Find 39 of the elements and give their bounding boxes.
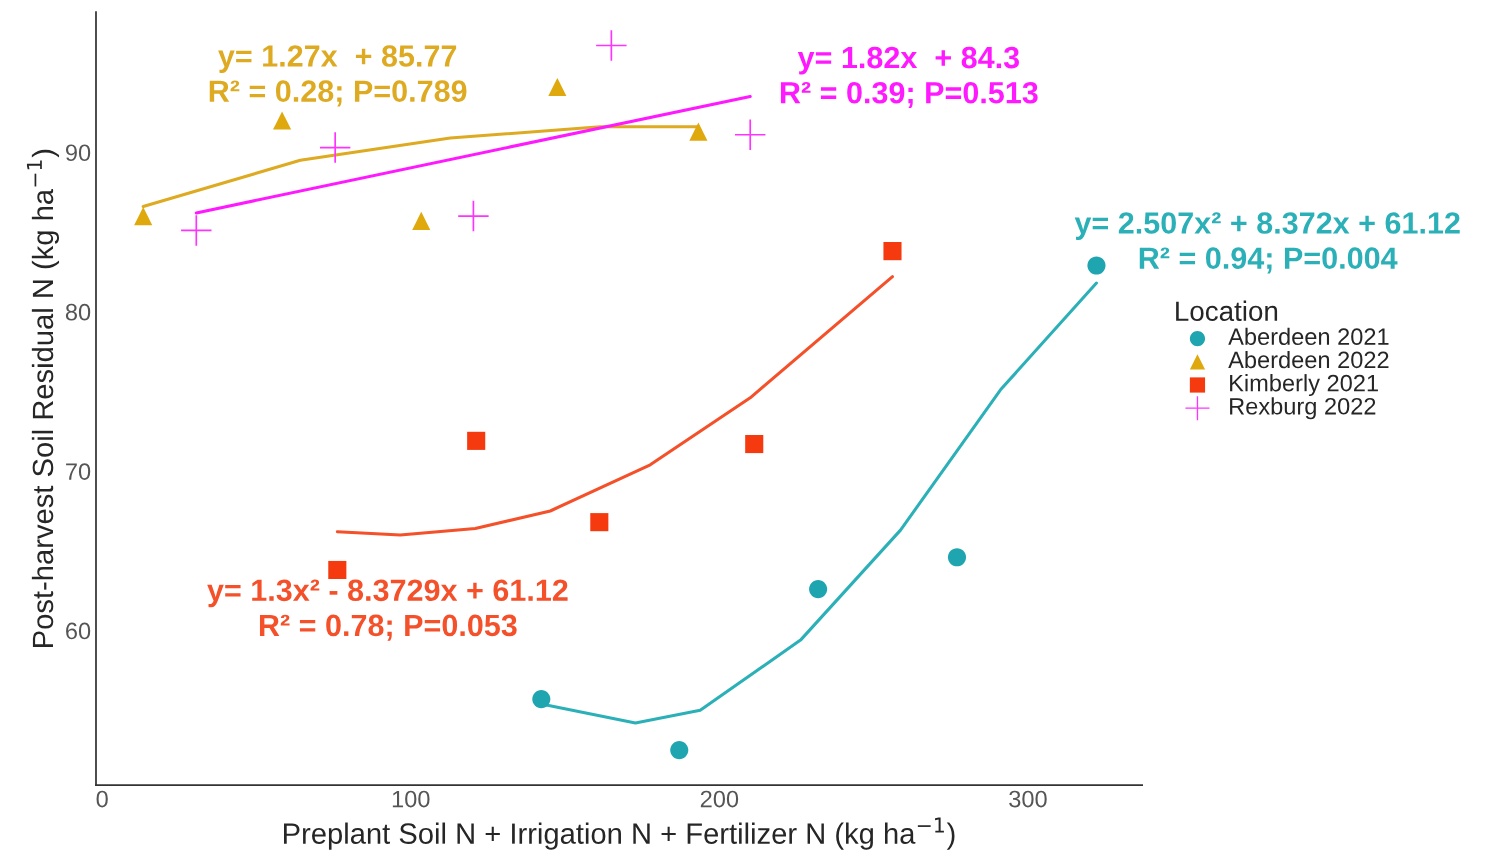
point xyxy=(548,77,567,97)
legend-label: Aberdeen 2021 xyxy=(1228,327,1389,346)
x-tick-label: 0 xyxy=(96,790,108,808)
y-tick-label: 60 xyxy=(66,622,91,640)
legend-label: Rexburg 2022 xyxy=(1230,397,1376,420)
x-axis-title: Preplant Soil N + Irrigation N + Fertilizer N (kg ha$^{−1}$) xyxy=(284,817,955,850)
legend-title: Location xyxy=(1176,300,1278,322)
point xyxy=(328,560,347,580)
point xyxy=(273,111,292,130)
point xyxy=(735,119,766,150)
line-series xyxy=(335,275,895,537)
annotation: y= 2.507x² + 8.372x + 61.12 R² = 0.94; P=0.004 xyxy=(1074,212,1460,274)
annotation: y= 1.82x + 84.3 R² = 0.39; P=0.513 xyxy=(780,46,1038,108)
point xyxy=(947,548,967,567)
point xyxy=(412,211,431,230)
point xyxy=(134,207,153,226)
y-tick-label: 90 xyxy=(65,144,91,162)
point xyxy=(319,132,351,163)
point xyxy=(670,741,689,760)
annotation: y= 1.27x + 85.77 R² = 0.28; P=0.789 xyxy=(209,45,467,107)
x-tick-label: 200 xyxy=(700,790,739,808)
point xyxy=(532,690,551,709)
point xyxy=(181,215,212,246)
x-tick-label: 100 xyxy=(392,790,430,808)
x-tick-label: 300 xyxy=(1009,790,1047,808)
point xyxy=(1087,256,1106,275)
y-axis-title: Post-harvest Soil Residual N (kg ha$^{−1}$) xyxy=(26,149,60,647)
y-tick-label: 70 xyxy=(66,463,91,480)
point xyxy=(809,580,828,599)
point xyxy=(745,434,764,454)
legend-label: Kimberly 2021 xyxy=(1230,374,1378,397)
annotation: y= 1.3x² - 8.3729x + 61.12 R² = 0.78; P=0.053 xyxy=(207,579,568,641)
point xyxy=(883,242,902,261)
y-tick-label: 80 xyxy=(65,303,91,321)
point xyxy=(590,513,609,532)
point xyxy=(467,431,486,450)
point xyxy=(689,122,708,141)
legend-label: Aberdeen 2022 xyxy=(1228,350,1389,369)
point xyxy=(458,200,489,232)
